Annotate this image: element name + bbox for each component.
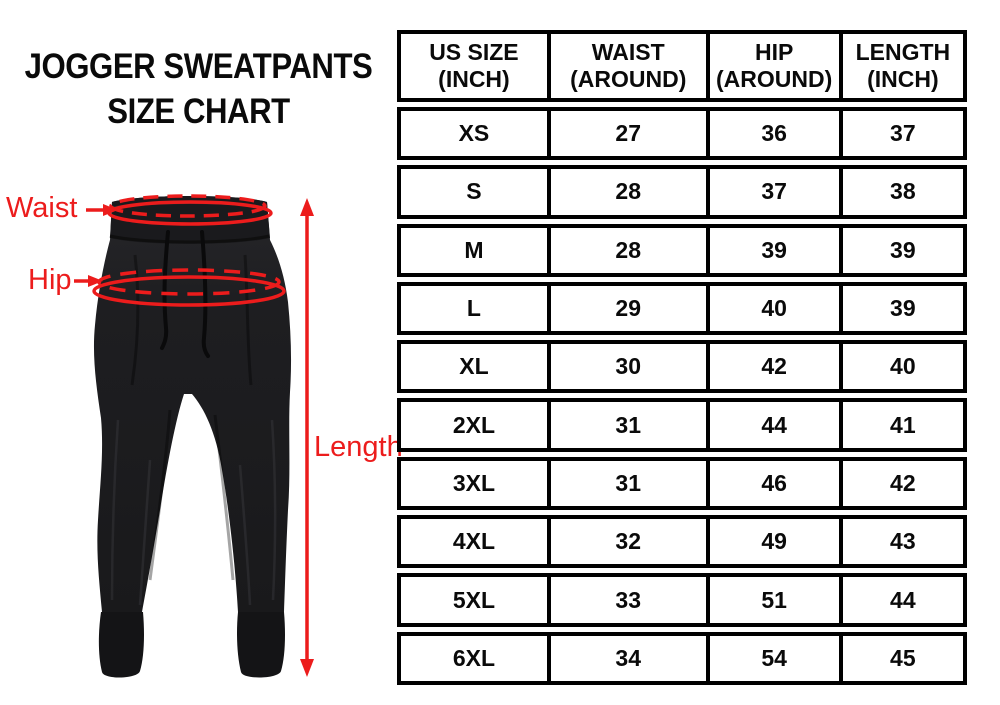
waist-cell: 31 [551,402,710,448]
hip-cell: 40 [710,285,843,332]
drawstring-left [160,230,170,350]
size-cell: M [401,227,551,273]
page-title: JOGGER SWEATPANTS SIZE CHART [22,44,375,134]
size-table: US SIZE (INCH) WAIST (AROUND) HIP (AROUN… [397,30,967,685]
header-hip: HIP (AROUND) [710,34,843,98]
hip-cell: 54 [710,635,843,681]
figure-panel: JOGGER SWEATPANTS SIZE CHART [0,0,403,705]
waist-label: Waist [6,192,78,224]
table-row: 3XL 31 46 42 [397,456,967,511]
size-cell: 3XL [401,460,551,507]
length-cell: 43 [890,528,916,555]
waist-cell: 29 [551,285,710,332]
header-us-size: US SIZE (INCH) [401,34,551,98]
table-row: 2XL 31 44 41 [397,398,967,452]
length-cell: 39 [890,236,916,263]
length-cell: 39 [890,295,916,322]
size-cell: XS [401,111,551,157]
hip-cell: 44 [710,402,843,448]
length-cell: 37 [890,120,916,147]
table-row: XS 27 36 37 [397,107,967,161]
waistband [110,196,270,244]
waist-arrowhead-icon [103,204,118,216]
hip-label: Hip [28,264,72,296]
length-cell: 38 [890,178,916,205]
hip-cell: 46 [710,460,843,507]
waist-cell: 28 [551,169,710,215]
table-row: 6XL 34 54 45 [397,631,967,685]
hip-ellipse-solid [92,275,286,307]
waist-cell: 34 [551,635,710,681]
table-row: L 29 40 39 [397,281,967,336]
hip-cell: 49 [710,519,843,565]
waist-cell: 32 [551,519,710,565]
length-cell: 44 [890,586,916,613]
hip-cell: 51 [710,577,843,623]
length-arrowhead-top-icon [300,198,314,216]
size-cell: 2XL [401,402,551,448]
pants-silhouette [93,196,292,678]
hip-cell: 42 [710,344,843,390]
length-label: Length [314,431,403,463]
size-cell: S [401,169,551,215]
waist-cell: 33 [551,577,710,623]
page-title-line2: SIZE CHART [107,92,290,131]
jogger-pants-figure [74,194,314,678]
table-header-row: US SIZE (INCH) WAIST (AROUND) HIP (AROUN… [397,30,967,102]
table-row: S 28 37 38 [397,165,967,219]
waist-cell: 28 [551,227,710,273]
size-cell: XL [401,344,551,390]
size-cell: 5XL [401,577,551,623]
drawstring-right [200,230,210,358]
length-cell: 42 [890,469,916,496]
measurement-annotations [74,194,314,677]
waist-cell: 27 [551,111,710,157]
length-arrowhead-bottom-icon [300,659,314,677]
waist-cell: 31 [551,460,710,507]
table-row: XL 30 42 40 [397,340,967,394]
header-length: LENGTH (INCH) [855,39,951,92]
table-row: M 28 39 39 [397,223,967,277]
header-waist: WAIST (AROUND) [551,34,710,98]
size-cell: 6XL [401,635,551,681]
length-cell: 41 [890,411,916,438]
size-cell: 4XL [401,519,551,565]
waist-ellipse-dashed [109,194,267,218]
hip-cell: 39 [710,227,843,273]
table-row: 4XL 32 49 43 [397,515,967,569]
waist-cell: 30 [551,344,710,390]
length-cell: 40 [890,353,916,380]
table-row: 5XL 33 51 44 [397,573,967,627]
page-title-line1: JOGGER SWEATPANTS [24,47,373,86]
hip-arrowhead-icon [88,275,103,287]
length-cell: 45 [890,644,916,671]
size-cell: L [401,285,551,332]
hip-cell: 36 [710,111,843,157]
cuff-right [237,612,285,678]
cuff-left [98,612,144,678]
hip-cell: 37 [710,169,843,215]
